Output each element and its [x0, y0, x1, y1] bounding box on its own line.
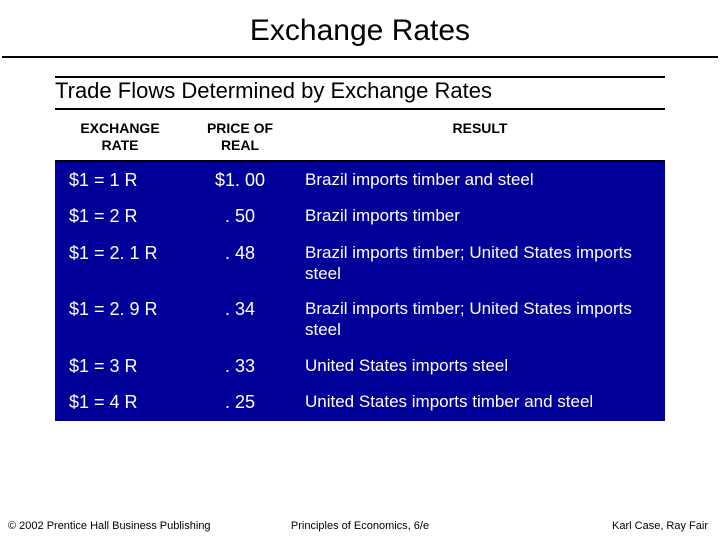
cell-result: Brazil imports timber: [295, 198, 665, 235]
cell-price: $1. 00: [185, 161, 295, 199]
table-row: $1 = 3 R . 33 United States imports stee…: [55, 348, 665, 385]
slide: Exchange Rates Trade Flows Determined by…: [0, 0, 720, 540]
table-row: $1 = 2. 1 R . 48 Brazil imports timber; …: [55, 235, 665, 292]
cell-price: . 34: [185, 291, 295, 348]
title-divider: [2, 56, 718, 58]
subtitle: Trade Flows Determined by Exchange Rates: [55, 78, 665, 108]
cell-price: . 48: [185, 235, 295, 292]
cell-price: . 33: [185, 348, 295, 385]
page-title: Exchange Rates: [0, 0, 720, 56]
cell-result: Brazil imports timber; United States imp…: [295, 235, 665, 292]
cell-rate: $1 = 3 R: [55, 348, 185, 385]
col-price-of-real: PRICE OF REAL: [185, 110, 295, 161]
table-row: $1 = 2. 9 R . 34 Brazil imports timber; …: [55, 291, 665, 348]
table-row: $1 = 1 R $1. 00 Brazil imports timber an…: [55, 161, 665, 199]
exchange-rate-table: EXCHANGE RATE PRICE OF REAL RESULT $1 = …: [55, 110, 665, 421]
cell-price: . 50: [185, 198, 295, 235]
cell-rate: $1 = 2. 9 R: [55, 291, 185, 348]
table-row: $1 = 4 R . 25 United States imports timb…: [55, 384, 665, 421]
cell-rate: $1 = 2. 1 R: [55, 235, 185, 292]
footer-left: © 2002 Prentice Hall Business Publishing: [8, 520, 211, 532]
table-header-row: EXCHANGE RATE PRICE OF REAL RESULT: [55, 110, 665, 161]
col-exchange-rate: EXCHANGE RATE: [55, 110, 185, 161]
cell-result: United States imports steel: [295, 348, 665, 385]
footer-right: Karl Case, Ray Fair: [612, 520, 708, 532]
table-row: $1 = 2 R . 50 Brazil imports timber: [55, 198, 665, 235]
cell-rate: $1 = 1 R: [55, 161, 185, 199]
cell-rate: $1 = 4 R: [55, 384, 185, 421]
cell-price: . 25: [185, 384, 295, 421]
cell-result: Brazil imports timber and steel: [295, 161, 665, 199]
cell-result: Brazil imports timber; United States imp…: [295, 291, 665, 348]
cell-rate: $1 = 2 R: [55, 198, 185, 235]
subtitle-block: Trade Flows Determined by Exchange Rates: [55, 76, 665, 110]
footer-center: Principles of Economics, 6/e: [291, 520, 429, 532]
col-result: RESULT: [295, 110, 665, 161]
slide-footer: © 2002 Prentice Hall Business Publishing…: [0, 520, 720, 532]
cell-result: United States imports timber and steel: [295, 384, 665, 421]
